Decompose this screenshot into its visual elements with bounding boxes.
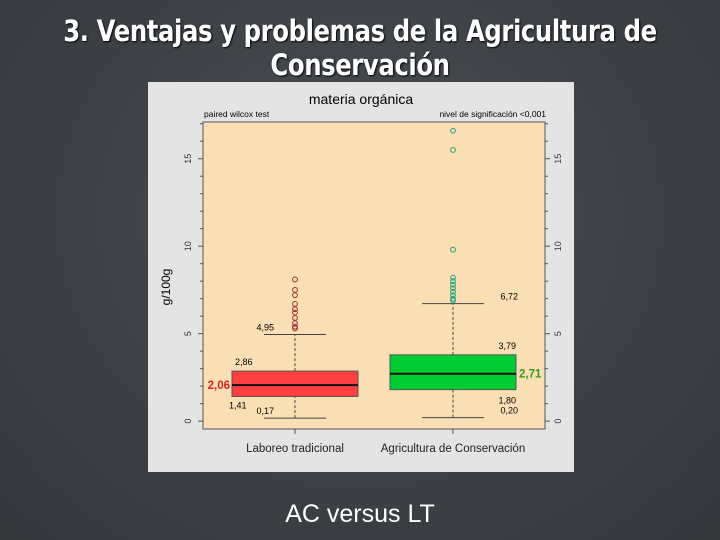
chart-frame: materia orgánica paired wilcox test nive…	[148, 82, 574, 472]
outlier-point	[292, 292, 298, 299]
q3-label: 3,79	[498, 341, 516, 351]
whisker-high-label: 4,95	[256, 323, 274, 333]
q1-label: 1,41	[229, 400, 247, 410]
outlier-point	[450, 281, 456, 288]
outlier-point	[450, 278, 456, 285]
box	[231, 370, 359, 397]
y-tick-label-left: 0	[183, 419, 193, 424]
outlier-point	[450, 297, 456, 304]
box	[389, 354, 517, 391]
median-label: 2,71	[519, 369, 542, 381]
outlier-point	[292, 306, 298, 313]
y-tick-label-right: 10	[553, 241, 563, 251]
y-tick-label-right: 0	[553, 419, 563, 424]
outlier-point	[450, 246, 456, 253]
outlier-point	[450, 147, 456, 153]
outlier-point	[450, 285, 456, 292]
slide-caption: AC versus LT	[285, 500, 435, 528]
outlier-point	[450, 295, 456, 302]
y-tick-label-left: 15	[183, 154, 193, 164]
whisker-high-label: 6,72	[500, 292, 518, 302]
y-tick-label-left: 5	[183, 331, 193, 336]
median-label: 2,06	[208, 380, 230, 392]
outlier-point	[292, 276, 298, 283]
outlier-point	[292, 323, 298, 330]
y-tick-label-left: 10	[183, 241, 193, 251]
y-tick-label-right: 15	[553, 154, 563, 164]
whisker-low-label: 0,17	[256, 406, 274, 416]
q3-label: 2,86	[235, 357, 253, 367]
whisker-low-label: 0,20	[500, 406, 518, 416]
outlier-point	[450, 274, 456, 281]
outlier-point	[450, 288, 456, 295]
chart-title: materia orgánica	[309, 91, 413, 107]
x-tick-label: Laboreo tradicional	[246, 443, 344, 455]
y-axis-label: g/100g	[159, 269, 173, 306]
y-tick-label-right: 5	[553, 331, 563, 336]
outlier-point	[450, 127, 456, 134]
chart-subtitle-right: nivel de significación <0,001	[439, 109, 546, 119]
chart-subtitle-left: paired wilcox test	[204, 109, 270, 119]
boxplot-chart: materia orgánica paired wilcox test nive…	[159, 91, 563, 455]
outlier-point	[292, 325, 298, 332]
q1-label: 1,80	[498, 396, 516, 406]
x-tick-label: Agricultura de Conservación	[381, 443, 525, 455]
slide-title: 3. Ventajas y problemas de la Agricultur…	[63, 14, 657, 82]
